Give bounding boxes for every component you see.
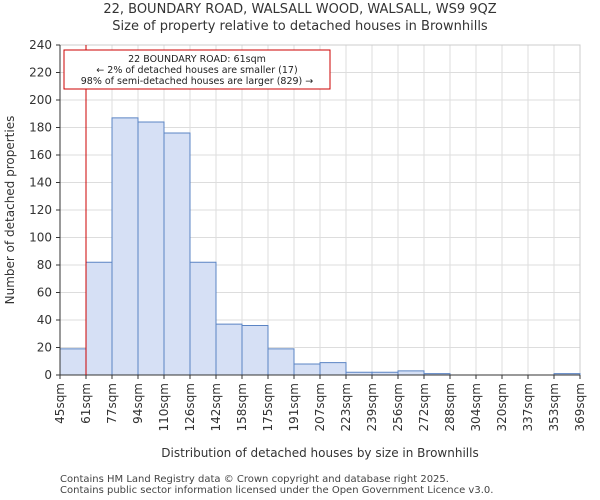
y-tick-label: 100 — [29, 231, 52, 245]
x-tick-label: 45sqm — [53, 383, 67, 424]
histogram-bar — [189, 261, 217, 376]
y-axis-label: Number of detached properties — [3, 116, 17, 305]
annotation-text: 98% of semi-detached houses are larger (… — [81, 76, 314, 87]
histogram-bar — [59, 348, 87, 376]
x-tick-label: 126sqm — [183, 383, 197, 431]
annotation-text: 22 BOUNDARY ROAD: 61sqm — [128, 54, 266, 65]
x-tick-label: 304sqm — [469, 383, 483, 431]
y-tick-label: 40 — [37, 313, 52, 327]
histogram-bar — [267, 348, 295, 376]
y-tick-label: 200 — [29, 93, 52, 107]
x-tick-label: 158sqm — [235, 383, 249, 431]
histogram-bar — [85, 261, 113, 376]
x-tick-label: 288sqm — [443, 383, 457, 431]
histogram-bar — [137, 121, 165, 376]
chart-title: 22, BOUNDARY ROAD, WALSALL WOOD, WALSALL… — [103, 2, 497, 17]
footer-licence: Contains public sector information licen… — [60, 485, 494, 496]
y-tick-label: 20 — [37, 341, 52, 355]
x-tick-label: 337sqm — [521, 383, 535, 431]
y-tick-label: 180 — [29, 121, 52, 135]
x-tick-label: 353sqm — [547, 383, 561, 431]
histogram-chart: 0 20 40 60 80 100 120 140 160 180 200 220 240 45sqm 61… — [3, 38, 587, 460]
y-tick-label: 120 — [29, 203, 52, 217]
chart-subtitle: Size of property relative to detached ho… — [112, 19, 488, 34]
histogram-bar — [111, 117, 139, 376]
footer-copyright: Contains HM Land Registry data © Crown c… — [60, 474, 449, 485]
histogram-bar — [241, 325, 269, 376]
x-tick-label: 256sqm — [391, 383, 405, 431]
annotation-text: ← 2% of detached houses are smaller (17) — [96, 65, 297, 76]
histogram-bar — [319, 362, 347, 376]
x-tick-label: 272sqm — [417, 383, 431, 431]
y-tick-label: 240 — [29, 38, 52, 52]
x-tick-label: 61sqm — [79, 383, 93, 424]
y-tick-label: 80 — [37, 258, 52, 272]
x-tick-label: 320sqm — [495, 383, 509, 431]
y-tick-label: 220 — [29, 66, 52, 80]
x-tick-label: 239sqm — [365, 383, 379, 431]
histogram-bar — [215, 323, 243, 376]
x-tick-label: 207sqm — [313, 383, 327, 431]
x-tick-label: 94sqm — [131, 383, 145, 424]
x-tick-label: 369sqm — [573, 383, 587, 431]
x-tick-label: 142sqm — [209, 383, 223, 431]
annotation-box — [63, 49, 331, 90]
histogram-bar — [293, 363, 321, 376]
x-axis-label: Distribution of detached houses by size … — [161, 446, 478, 460]
y-tick-label: 140 — [29, 176, 52, 190]
y-tick-label: 160 — [29, 148, 52, 162]
x-tick-label: 175sqm — [261, 383, 275, 431]
histogram-bar — [397, 370, 425, 376]
x-tick-label: 223sqm — [339, 383, 353, 431]
histogram-bar — [163, 132, 191, 376]
x-tick-label: 191sqm — [287, 383, 301, 431]
x-tick-label: 77sqm — [105, 383, 119, 424]
x-tick-label: 110sqm — [157, 383, 171, 431]
y-tick-label: 0 — [44, 368, 52, 382]
y-tick-label: 60 — [37, 286, 52, 300]
